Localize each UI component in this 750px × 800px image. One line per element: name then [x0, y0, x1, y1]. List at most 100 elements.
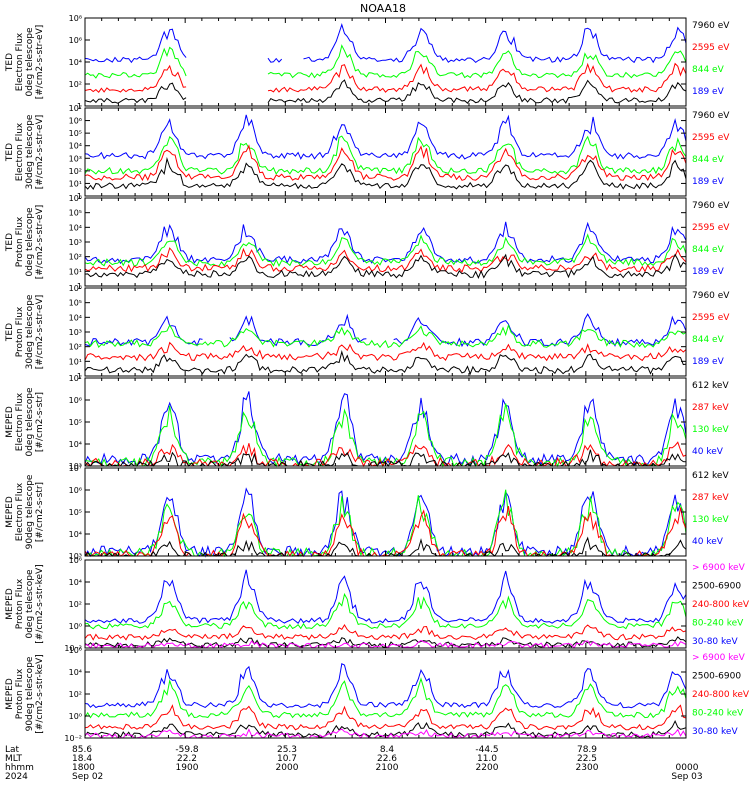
series-line-3 — [84, 624, 687, 641]
y-axis-label: 90deg telescope — [25, 474, 35, 549]
y-tick-label: 10⁶ — [69, 194, 82, 203]
legend-entry: 844 eV — [692, 155, 725, 165]
x-axis-value: 0000 — [676, 763, 699, 773]
legend-entry: 2500-6900 — [692, 672, 741, 682]
legend-entry: 612 keV — [692, 471, 729, 481]
y-axis-label: 0deg telescope — [25, 569, 35, 639]
y-tick-label: 10⁶ — [69, 396, 82, 405]
y-tick-label: 10⁶ — [69, 117, 82, 126]
legend-entry: 30-80 keV — [692, 637, 738, 647]
y-tick-label: 10³ — [69, 462, 82, 471]
panel-frame — [84, 467, 687, 557]
y-axis-label: Proton Flux — [15, 216, 25, 267]
x-axis-value: 22.6 — [377, 754, 397, 764]
series-line-4 — [84, 156, 687, 190]
x-axis-value: -59.8 — [175, 745, 199, 755]
legend-entry: 844 eV — [692, 65, 725, 75]
y-axis-label: Electron Flux — [15, 32, 25, 91]
y-tick-label: 10¹ — [69, 267, 82, 276]
y-axis-label: 0deg telescope — [25, 207, 35, 277]
x-axis-value: 11.0 — [477, 754, 497, 764]
series-line-3 — [84, 62, 687, 93]
y-axis-label: MEPED — [5, 588, 15, 620]
legend-entry: 612 keV — [692, 381, 729, 391]
legend-entry: 2595 eV — [692, 133, 730, 143]
y-axis-label: [#/cm2-s-str] — [35, 392, 45, 452]
series-line-2 — [84, 403, 687, 468]
y-axis-label: TED — [5, 233, 15, 252]
y-tick-label: 10⁷ — [69, 374, 82, 383]
panel-7: 10⁻² 10⁰ 10² 10⁴ 10⁶ MEPED Proton Flux 0deg tel… — [5, 556, 750, 653]
y-tick-label: 1 — [77, 102, 82, 111]
series-line-4 — [84, 350, 687, 376]
y-tick-label: 1 — [77, 192, 82, 201]
legend-entry: 30-80 keV — [692, 727, 738, 737]
panel-4: 1 10¹ 10² 10³ 10⁴ 10⁵ 10⁶ TED Proton Flux 30deg t… — [5, 284, 730, 381]
legend-entry: 130 keV — [692, 425, 729, 435]
legend-entry: 130 keV — [692, 515, 729, 525]
panel-1: 1 10² 10⁴ 10⁶ 10⁸ TED Electron Flux 0deg telesc… — [5, 14, 730, 111]
x-axis-row-label: hhmm — [5, 763, 34, 773]
y-axis-label: MEPED — [5, 678, 15, 710]
x-axis-value: 78.9 — [577, 745, 597, 755]
legend-entry: 2595 eV — [692, 223, 730, 233]
y-tick-label: 10¹ — [69, 179, 82, 188]
series-line-1 — [84, 23, 687, 64]
series-line-2 — [84, 323, 687, 349]
y-tick-label: 10³ — [69, 154, 82, 163]
series-line-1 — [84, 663, 687, 709]
legend-entry: 844 eV — [692, 335, 725, 345]
legend-entry: 189 eV — [692, 357, 725, 367]
y-axis-label: [#/cm2-s-str-keV] — [35, 654, 45, 733]
x-axis-value: 22.2 — [177, 754, 197, 764]
x-axis-row-label: MLT — [5, 754, 23, 764]
y-tick-label: 10⁴ — [69, 578, 82, 587]
x-axis-value: 1800 — [72, 763, 95, 773]
series-line-2 — [84, 44, 687, 79]
y-axis-label: TED — [5, 53, 15, 72]
legend-entry: 189 eV — [692, 267, 725, 277]
y-tick-label: 10⁶ — [69, 486, 82, 495]
panel-2: 1 10¹ 10² 10³ 10⁴ 10⁵ 10⁶ 10⁷ TED Electron Flux 30… — [5, 104, 730, 201]
y-axis-label: [#/cm2-s-str-keV] — [35, 564, 45, 643]
y-tick-label: 10² — [69, 167, 82, 176]
y-axis-label: 90deg telescope — [25, 656, 35, 731]
y-tick-label: 10⁶ — [69, 556, 82, 565]
y-tick-label: 10⁶ — [69, 284, 82, 293]
y-tick-label: 10² — [69, 343, 82, 352]
figure-title: NOAA18 — [360, 2, 406, 15]
y-axis-label: Electron Flux — [15, 122, 25, 181]
x-axis-value: 25.3 — [277, 745, 297, 755]
y-tick-label: 10⁷ — [69, 464, 82, 473]
y-axis-label: Electron Flux — [15, 482, 25, 541]
series-line-1 — [84, 569, 687, 624]
series-line-2 — [84, 135, 687, 175]
y-axis-label: MEPED — [5, 496, 15, 528]
legend-entry: 287 keV — [692, 493, 729, 503]
panel-3: 1 10¹ 10² 10³ 10⁴ 10⁵ 10⁶ TED Proton Flux 0deg te… — [5, 194, 730, 291]
x-axis-row-label: 2024 — [5, 772, 28, 782]
y-axis-label: Proton Flux — [15, 578, 25, 629]
series-line-1 — [84, 114, 687, 160]
y-tick-label: 10⁻² — [64, 734, 82, 743]
y-tick-label: 10⁶ — [69, 646, 82, 655]
x-axis-row-label: Lat — [5, 745, 20, 755]
x-axis-value: Sep 02 — [72, 772, 103, 782]
legend-entry: 7960 eV — [692, 201, 730, 211]
y-tick-label: 10³ — [69, 328, 82, 337]
x-axis-value: 10.7 — [277, 754, 297, 764]
y-tick-label: 1 — [77, 282, 82, 291]
legend-entry: > 6900 keV — [692, 653, 746, 663]
legend-entry: 7960 eV — [692, 111, 730, 121]
legend-entry: 240-800 keV — [692, 690, 750, 700]
legend-entry: 80-240 keV — [692, 619, 744, 629]
series-line-3 — [84, 704, 687, 731]
y-tick-label: 10⁴ — [69, 58, 82, 67]
series-line-3 — [84, 247, 687, 273]
y-axis-label: TED — [5, 323, 15, 342]
x-axis-value: 2100 — [376, 763, 399, 773]
y-axis-label: [#/cm2-s-str-eV] — [35, 295, 45, 370]
